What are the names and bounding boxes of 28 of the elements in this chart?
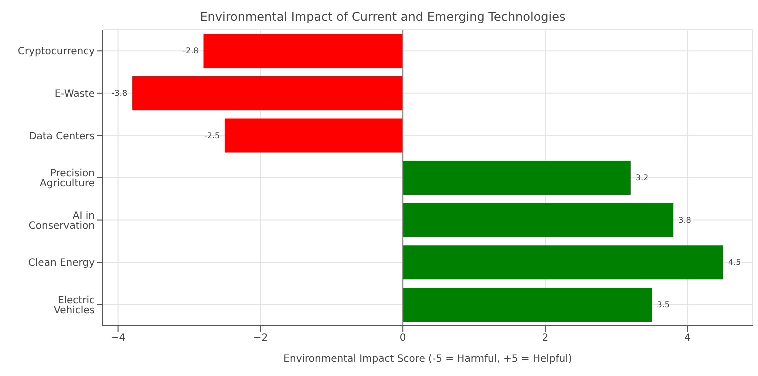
x-axis-title: Environmental Impact Score (-5 = Harmful, +5 = Helpful) (284, 354, 572, 365)
x-tick-label: 4 (684, 333, 692, 344)
y-tick-label: Cryptocurrency (18, 46, 96, 58)
bar (403, 288, 652, 322)
bar (204, 34, 404, 68)
x-tick-label: 0 (400, 333, 406, 344)
chart-title: Environmental Impact of Current and Emerging Technologies (199, 9, 567, 26)
data-label: -2.5 (204, 131, 220, 140)
data-label: 4.5 (728, 258, 742, 268)
y-tick-label: Electric Vehicles (54, 295, 95, 316)
x-tick-label: −2 (253, 333, 268, 344)
y-tick-label: Data Centers (29, 131, 95, 142)
x-tick-label: 2 (542, 333, 549, 344)
y-tick-label: E-Waste (54, 88, 95, 100)
y-tick-label: Precision Agriculture (40, 168, 95, 190)
x-tick-label: −4 (110, 333, 126, 344)
y-tick-label: AI in Conservation (28, 210, 95, 232)
bar (403, 246, 724, 280)
data-label: 3.8 (678, 216, 692, 225)
bar (403, 203, 674, 238)
data-label: 3.5 (657, 300, 670, 310)
data-label: 3.2 (636, 174, 649, 183)
bar (403, 161, 631, 196)
bar (132, 76, 404, 111)
data-label: -3.8 (112, 89, 128, 98)
data-label: -2.8 (183, 46, 199, 56)
y-tick-label: Clean Energy (28, 258, 96, 270)
bar (225, 118, 404, 153)
